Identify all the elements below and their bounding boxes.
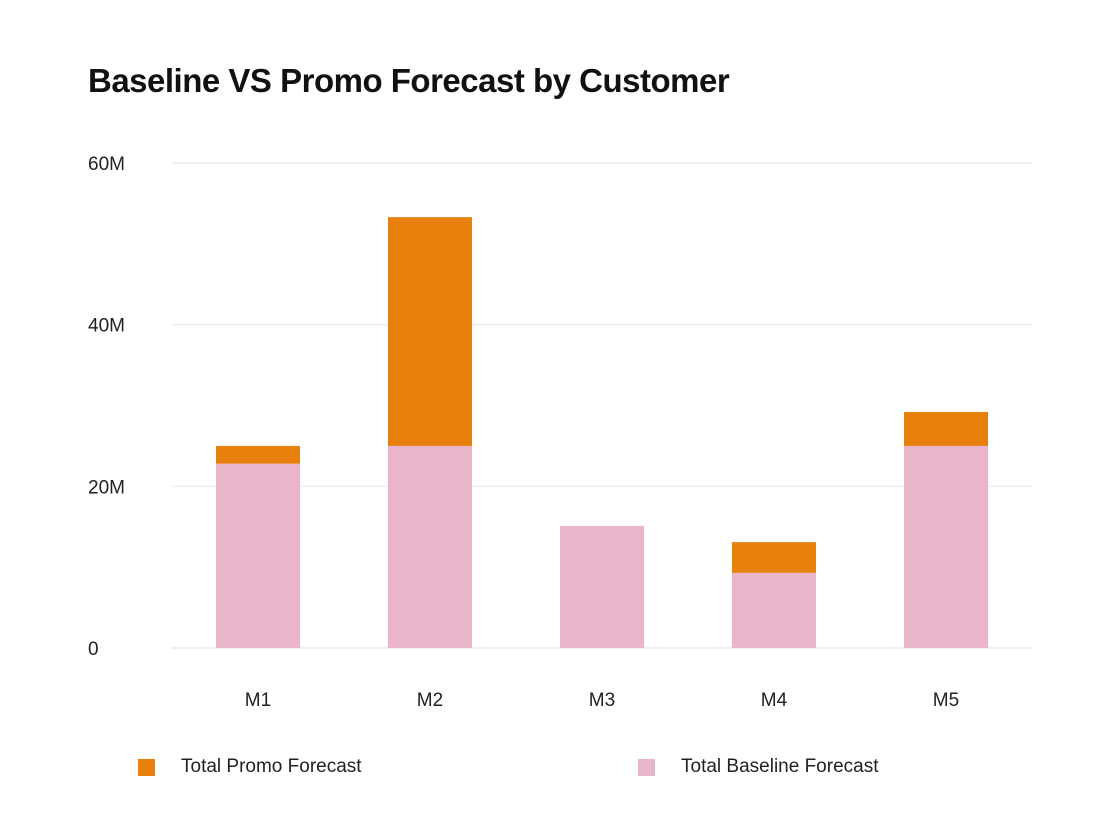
y-tick-label: 60M [88,154,125,175]
bar-total-promo-forecast-m1[interactable] [216,445,300,464]
bar-total-baseline-forecast-m1[interactable] [216,463,300,648]
legend-item-baseline[interactable]: Total Baseline Forecast [638,756,879,778]
legend-swatch-baseline [638,758,655,776]
x-tick-label: M5 [933,690,959,711]
chart-title: Baseline VS Promo Forecast by Customer [88,62,730,99]
bar-total-baseline-forecast-m5[interactable] [904,445,988,648]
bar-total-promo-forecast-m4[interactable] [732,542,816,573]
y-tick-label: 0 [88,639,99,660]
x-tick-label: M1 [245,690,271,711]
legend-label-baseline: Total Baseline Forecast [681,756,879,777]
y-axis: 0 20M 40M 60M [88,154,125,660]
y-tick-label: 40M [88,316,125,337]
grid-lines [172,162,1032,649]
bar-total-promo-forecast-m2[interactable] [388,217,472,446]
x-tick-label: M4 [761,690,788,711]
legend-swatch-promo [138,758,155,776]
bar-total-promo-forecast-m5[interactable] [904,411,988,446]
x-axis: M1 M2 M3 M4 M5 [245,690,959,711]
bar-total-baseline-forecast-m3[interactable] [560,525,644,648]
y-tick-label: 20M [88,477,125,498]
legend-label-promo: Total Promo Forecast [181,756,362,777]
bar-total-baseline-forecast-m2[interactable] [388,445,472,648]
x-tick-label: M2 [417,690,443,711]
bar-total-baseline-forecast-m4[interactable] [732,572,816,648]
legend-item-promo[interactable]: Total Promo Forecast [138,756,362,778]
bar-chart: 0 20M 40M 60M M1 M2 M3 M4 M5 [88,154,1032,711]
bars [216,217,988,648]
x-tick-label: M3 [589,690,615,711]
